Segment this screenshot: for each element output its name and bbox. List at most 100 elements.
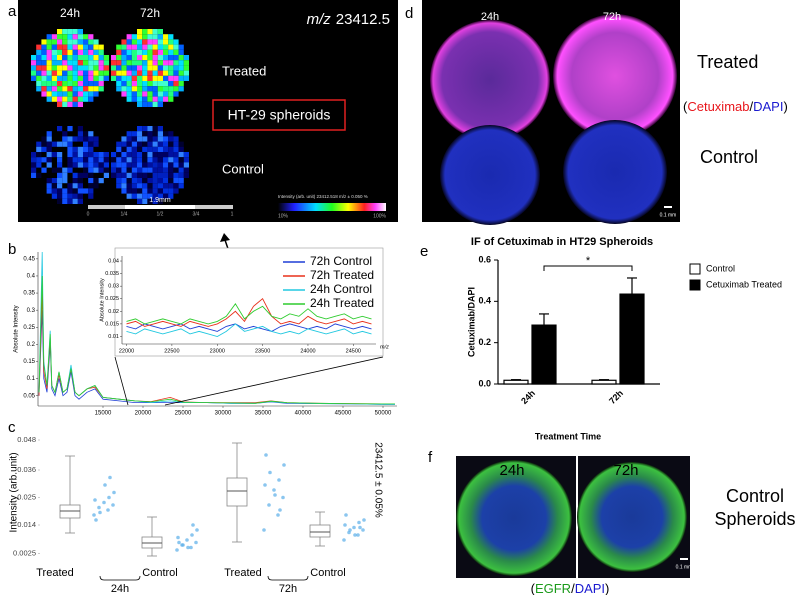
scale-bar — [125, 205, 195, 209]
msi-pixel — [77, 183, 83, 189]
msi-pixel — [142, 172, 148, 178]
msi-pixel — [46, 86, 52, 92]
msi-pixel — [51, 65, 57, 71]
y-tick-label: 0.1 — [27, 376, 36, 382]
data-point — [273, 493, 277, 497]
msi-pixel — [83, 141, 89, 147]
msi-pixel — [88, 86, 94, 92]
msi-pixel — [116, 157, 122, 163]
msi-pixel — [46, 152, 52, 158]
msi-pixel — [77, 39, 83, 45]
msi-pixel — [57, 157, 63, 163]
msi-pixel — [103, 55, 109, 61]
msi-pixel — [57, 141, 63, 147]
msi-pixel — [173, 183, 179, 189]
msi-pixel — [98, 44, 104, 50]
msi-pixel — [72, 34, 78, 40]
msi-pixel — [51, 178, 57, 184]
msi-pixel — [88, 81, 94, 87]
data-point — [264, 453, 268, 457]
msi-pixel — [137, 152, 143, 158]
msi-pixel — [142, 55, 148, 61]
msi-pixel — [142, 60, 148, 66]
msi-pixel — [168, 91, 174, 97]
msi-pixel — [168, 178, 174, 184]
msi-pixel — [88, 167, 94, 173]
msi-pixel — [147, 96, 153, 102]
msi-pixel — [46, 60, 52, 66]
msi-pixel — [121, 188, 127, 194]
msi-images — [31, 29, 189, 204]
msi-pixel — [137, 70, 143, 76]
data-point — [263, 483, 267, 487]
msi-pixel — [57, 198, 63, 204]
msi-pixel — [137, 29, 143, 35]
msi-pixel — [157, 136, 163, 142]
msi-pixel — [157, 81, 163, 87]
msi-pixel — [147, 152, 153, 158]
msi-pixel — [83, 136, 89, 142]
data-point — [272, 488, 276, 492]
msi-pixel — [147, 70, 153, 76]
msi-pixel — [88, 172, 94, 178]
msi-pixel — [126, 152, 132, 158]
msi-pixel — [173, 172, 179, 178]
x-tick-label: 24h — [519, 388, 537, 406]
msi-pixel — [131, 162, 137, 168]
msi-pixel — [168, 167, 174, 173]
data-point — [195, 528, 199, 532]
msi-pixel — [157, 167, 163, 173]
msi-pixel — [46, 81, 52, 87]
data-point — [282, 463, 286, 467]
msi-pixel — [157, 75, 163, 81]
msi-pixel — [163, 49, 169, 55]
y-axis-label: Absolute Intensity — [99, 278, 105, 322]
msi-pixel — [157, 96, 163, 102]
msi-pixel — [41, 141, 47, 147]
msi-pixel — [93, 167, 99, 173]
msi-pixel — [36, 60, 42, 66]
msi-pixel — [163, 60, 169, 66]
series-line — [126, 297, 372, 327]
y-tick-label: 0.0 — [478, 378, 491, 388]
msi-pixel — [163, 178, 169, 184]
msi-pixel — [147, 188, 153, 194]
msi-pixel — [116, 49, 122, 55]
msi-pixel — [168, 44, 174, 50]
msi-pixel — [152, 167, 158, 173]
msi-pixel — [93, 86, 99, 92]
label-box — [212, 99, 346, 131]
msi-pixel — [31, 167, 37, 173]
msi-pixel — [168, 96, 174, 102]
row-label: Treated — [222, 63, 266, 78]
msi-pixel — [57, 101, 63, 107]
msi-pixel — [77, 60, 83, 66]
msi-pixel — [157, 70, 163, 76]
msi-pixel — [157, 101, 163, 107]
msi-pixel — [163, 91, 169, 97]
msi-pixel — [67, 126, 73, 132]
msi-pixel — [116, 86, 122, 92]
msi-pixel — [83, 162, 89, 168]
colorbar-end: 100% — [373, 213, 386, 219]
msi-pixel — [178, 86, 184, 92]
msi-pixel — [126, 188, 132, 194]
msi-pixel — [67, 49, 73, 55]
data-point — [357, 520, 361, 525]
msi-pixel — [57, 70, 63, 76]
msi-pixel — [62, 172, 68, 178]
msi-pixel — [41, 65, 47, 71]
msi-pixel — [93, 70, 99, 76]
panel-label: f — [428, 449, 433, 466]
y-tick-label: 0.4 — [27, 274, 36, 280]
msi-pixel — [67, 167, 73, 173]
msi-pixel — [41, 91, 47, 97]
data-point — [194, 540, 198, 545]
msi-pixel — [57, 167, 63, 173]
data-point — [342, 538, 346, 542]
msi-pixel — [83, 65, 89, 71]
msi-pixel — [103, 70, 109, 76]
msi-pixel — [103, 162, 109, 168]
time-label: 24h — [499, 462, 524, 479]
